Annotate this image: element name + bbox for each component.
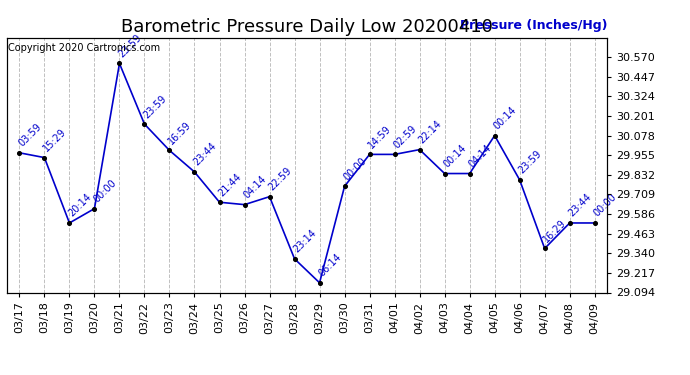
Text: 00:00: 00:00: [342, 155, 368, 182]
Text: 23:59: 23:59: [517, 149, 544, 176]
Text: 00:00: 00:00: [92, 178, 118, 204]
Text: 03:59: 03:59: [17, 122, 43, 148]
Text: 04:14: 04:14: [241, 174, 268, 201]
Point: [389, 152, 400, 157]
Text: 06:14: 06:14: [317, 252, 344, 279]
Point: [339, 183, 350, 189]
Point: [139, 121, 150, 127]
Point: [264, 194, 275, 200]
Point: [214, 199, 225, 205]
Text: 16:59: 16:59: [166, 120, 193, 146]
Text: 00:14: 00:14: [492, 105, 518, 131]
Point: [489, 133, 500, 139]
Point: [464, 171, 475, 177]
Point: [414, 147, 425, 153]
Point: [39, 154, 50, 160]
Text: 23:44: 23:44: [566, 192, 593, 219]
Text: Copyright 2020 Cartronics.com: Copyright 2020 Cartronics.com: [8, 43, 160, 52]
Point: [439, 171, 450, 177]
Point: [89, 206, 100, 212]
Text: 00:14: 00:14: [442, 142, 469, 170]
Point: [114, 60, 125, 66]
Text: 21:44: 21:44: [217, 171, 244, 198]
Point: [589, 220, 600, 226]
Point: [164, 147, 175, 153]
Text: 23:44: 23:44: [192, 141, 218, 168]
Point: [289, 256, 300, 262]
Text: Pressure (Inches/Hg): Pressure (Inches/Hg): [460, 20, 607, 32]
Text: 22:14: 22:14: [417, 118, 444, 146]
Point: [539, 246, 550, 252]
Point: [239, 202, 250, 208]
Text: 02:59: 02:59: [392, 123, 419, 150]
Text: 22:59: 22:59: [266, 165, 293, 192]
Text: 16:29: 16:29: [542, 217, 569, 244]
Point: [314, 280, 325, 286]
Text: 23:59: 23:59: [117, 33, 144, 59]
Point: [64, 220, 75, 226]
Title: Barometric Pressure Daily Low 20200410: Barometric Pressure Daily Low 20200410: [121, 18, 493, 36]
Point: [514, 177, 525, 183]
Text: 14:59: 14:59: [366, 123, 393, 150]
Point: [364, 152, 375, 157]
Text: 23:59: 23:59: [141, 93, 168, 120]
Text: 20:14: 20:14: [66, 192, 93, 219]
Point: [564, 220, 575, 226]
Text: 00:00: 00:00: [592, 192, 618, 219]
Text: 15:29: 15:29: [41, 126, 68, 153]
Text: 04:14: 04:14: [466, 142, 493, 170]
Point: [14, 150, 25, 156]
Point: [189, 169, 200, 175]
Text: 23:14: 23:14: [292, 228, 318, 255]
